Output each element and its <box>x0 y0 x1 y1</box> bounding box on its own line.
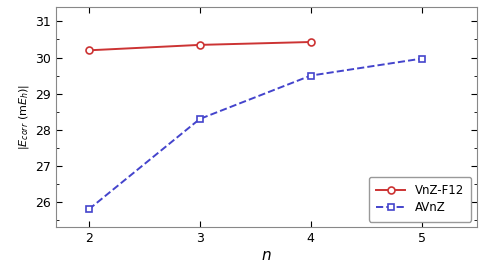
VnZ-F12 <box>197 43 203 46</box>
Line: VnZ-F12: VnZ-F12 <box>85 39 314 54</box>
AVnZ <box>419 57 424 60</box>
AVnZ <box>86 208 91 211</box>
VnZ-F12 <box>308 40 314 44</box>
Y-axis label: $|E_{corr}\ (\mathrm{m}E_h)|$: $|E_{corr}\ (\mathrm{m}E_h)|$ <box>16 84 30 150</box>
X-axis label: n: n <box>261 248 271 263</box>
Legend: VnZ-F12, AVnZ: VnZ-F12, AVnZ <box>369 177 471 221</box>
AVnZ <box>308 74 314 77</box>
VnZ-F12 <box>86 49 91 52</box>
Line: AVnZ: AVnZ <box>85 55 425 213</box>
AVnZ <box>197 117 203 121</box>
